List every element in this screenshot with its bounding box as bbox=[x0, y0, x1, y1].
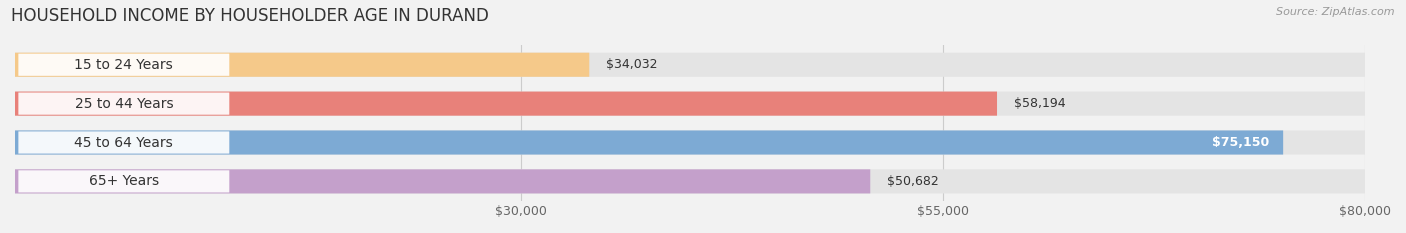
FancyBboxPatch shape bbox=[18, 54, 229, 76]
FancyBboxPatch shape bbox=[18, 170, 229, 192]
Text: Source: ZipAtlas.com: Source: ZipAtlas.com bbox=[1277, 7, 1395, 17]
FancyBboxPatch shape bbox=[15, 53, 1365, 77]
Text: 25 to 44 Years: 25 to 44 Years bbox=[75, 97, 173, 111]
Text: HOUSEHOLD INCOME BY HOUSEHOLDER AGE IN DURAND: HOUSEHOLD INCOME BY HOUSEHOLDER AGE IN D… bbox=[11, 7, 489, 25]
FancyBboxPatch shape bbox=[18, 93, 229, 115]
FancyBboxPatch shape bbox=[15, 92, 997, 116]
Text: $50,682: $50,682 bbox=[887, 175, 939, 188]
FancyBboxPatch shape bbox=[18, 131, 229, 154]
FancyBboxPatch shape bbox=[15, 53, 589, 77]
FancyBboxPatch shape bbox=[15, 130, 1365, 154]
FancyBboxPatch shape bbox=[15, 130, 1284, 154]
Text: 15 to 24 Years: 15 to 24 Years bbox=[75, 58, 173, 72]
Text: 65+ Years: 65+ Years bbox=[89, 174, 159, 188]
FancyBboxPatch shape bbox=[15, 169, 870, 193]
Text: $75,150: $75,150 bbox=[1212, 136, 1270, 149]
Text: 45 to 64 Years: 45 to 64 Years bbox=[75, 136, 173, 150]
Text: $58,194: $58,194 bbox=[1014, 97, 1066, 110]
FancyBboxPatch shape bbox=[15, 169, 1365, 193]
FancyBboxPatch shape bbox=[15, 92, 1365, 116]
Text: $34,032: $34,032 bbox=[606, 58, 658, 71]
